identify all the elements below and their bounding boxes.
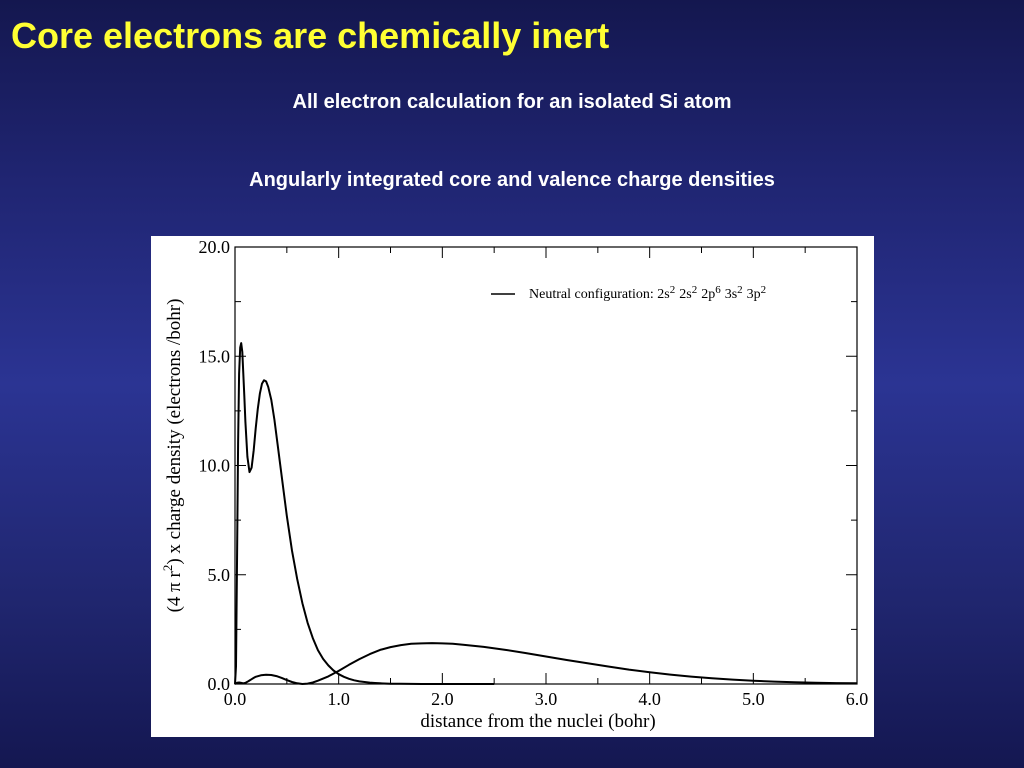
legend-config-superscript: 2	[692, 284, 698, 296]
legend: Neutral configuration: 2s2 2s2 2p6 3s2 3p2	[491, 284, 766, 302]
y-axis-label: (4 π r2) x charge density (electrons /bo…	[160, 299, 185, 613]
x-tick-label: 1.0	[327, 689, 350, 709]
series-line-1	[234, 342, 495, 685]
legend-config-term: 2p	[701, 287, 715, 302]
legend-config-term: 3p	[747, 287, 761, 302]
plot-frame	[234, 246, 858, 685]
axes	[234, 246, 858, 685]
y-tick-label: 0.0	[208, 674, 231, 694]
subtitle-calculation: All electron calculation for an isolated…	[292, 91, 732, 113]
y-label-r: r	[164, 571, 185, 578]
chart-figure: 0.0 1.0 2.0 3.0 4.0 5.0 6.0 0.0 5.0 10.0 15.0 20.0 …	[151, 236, 874, 737]
y-tick-label: 5.0	[208, 565, 231, 585]
y-label-suffix: ) x charge density (electrons /bohr)	[164, 299, 185, 565]
x-tick-label: 4.0	[638, 689, 661, 709]
y-tick-label: 10.0	[199, 456, 231, 476]
y-label-pi: π	[164, 578, 185, 597]
axis-labels: distance from the nuclei (bohr) (4 π r2) …	[160, 299, 656, 732]
y-label-exponent: 2	[160, 565, 175, 572]
legend-config-term: 3s	[725, 287, 737, 302]
y-tick-label: 15.0	[199, 346, 231, 366]
legend-config-superscript: 2	[761, 284, 767, 296]
subtitle-densities: Angularly integrated core and valence ch…	[249, 169, 775, 191]
legend-config-term: Neutral configuration: 2s	[529, 287, 670, 302]
x-tick-label: 0.0	[224, 689, 247, 709]
series-lines	[234, 342, 858, 685]
legend-text: Neutral configuration: 2s2 2s2 2p6 3s2 3p2	[529, 284, 766, 302]
legend-config-term: 2s	[679, 287, 691, 302]
x-tick-label: 2.0	[431, 689, 454, 709]
legend-config-superscript: 2	[670, 284, 676, 296]
x-axis-label: distance from the nuclei (bohr)	[420, 711, 655, 732]
legend-config-superscript: 2	[737, 284, 743, 296]
y-tick-label: 20.0	[199, 237, 231, 257]
x-tick-label: 6.0	[846, 689, 869, 709]
legend-config-superscript: 6	[715, 284, 721, 296]
series-line-2	[234, 642, 858, 685]
slide-title: Core electrons are chemically inert	[11, 15, 610, 56]
x-tick-label: 5.0	[742, 689, 765, 709]
tick-labels: 0.0 1.0 2.0 3.0 4.0 5.0 6.0 0.0 5.0 10.0 15.0 20.0	[199, 237, 869, 709]
charge-density-chart: 0.0 1.0 2.0 3.0 4.0 5.0 6.00.05.010.015.020.0 …	[160, 237, 869, 732]
tick-marks	[234, 246, 858, 685]
y-label-prefix: (4	[164, 596, 185, 612]
x-tick-label: 3.0	[535, 689, 558, 709]
